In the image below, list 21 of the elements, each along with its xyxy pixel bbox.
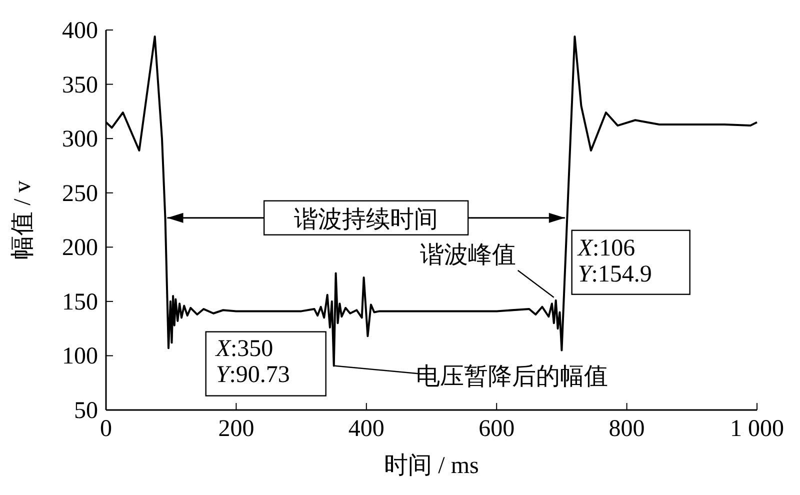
x-axis-title: 时间 / ms bbox=[384, 453, 479, 479]
y-tick-label: 400 bbox=[62, 18, 98, 44]
x-tick-label: 400 bbox=[348, 416, 384, 442]
annotation: X:350 Y:90.73 bbox=[214, 336, 290, 388]
x-tick-label: 800 bbox=[608, 416, 645, 442]
y-axis-title: 幅值 / v bbox=[10, 180, 36, 260]
y-tick-label: 50 bbox=[74, 398, 98, 424]
y-tick-label: 250 bbox=[62, 180, 98, 207]
x-tick-label: 600 bbox=[478, 416, 515, 442]
annotation: X:106 Y:154.9 bbox=[576, 235, 652, 288]
x-tick-label: 0 bbox=[100, 416, 112, 442]
y-tick-label: 350 bbox=[62, 72, 98, 98]
y-tick-label: 150 bbox=[62, 289, 98, 316]
annotation: 谐波持续时间 bbox=[294, 206, 438, 233]
x-tick-label: 200 bbox=[218, 416, 254, 442]
y-tick-label: 100 bbox=[62, 344, 98, 370]
annotation: 电压暂降后的幅值 bbox=[416, 364, 608, 390]
y-tick-label: 200 bbox=[62, 235, 98, 262]
annotation: 谐波峰值 bbox=[420, 242, 516, 268]
x-tick-label: 1 000 bbox=[730, 416, 784, 442]
y-tick-label: 300 bbox=[62, 126, 98, 153]
